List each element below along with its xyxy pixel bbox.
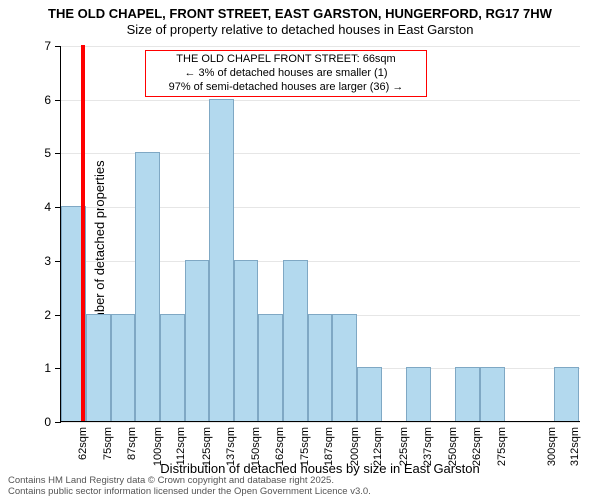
x-tick-label: 87sqm <box>126 427 138 460</box>
y-tick <box>55 153 61 154</box>
y-tick-label: 6 <box>44 93 51 107</box>
y-tick-label: 1 <box>44 361 51 375</box>
gridline <box>61 422 580 423</box>
y-tick-label: 0 <box>44 415 51 429</box>
histogram-bar <box>455 367 480 421</box>
chart-area: 0123456762sqm75sqm87sqm100sqm112sqm125sq… <box>60 46 580 422</box>
y-tick-label: 3 <box>44 254 51 268</box>
gridline <box>61 46 580 47</box>
title-line-1: THE OLD CHAPEL, FRONT STREET, EAST GARST… <box>0 6 600 22</box>
x-tick-label: 62sqm <box>77 427 89 460</box>
y-tick <box>55 207 61 208</box>
y-tick <box>55 46 61 47</box>
histogram-bar <box>234 260 259 421</box>
footer-attribution: Contains HM Land Registry data © Crown c… <box>8 476 371 498</box>
y-tick-label: 7 <box>44 39 51 53</box>
x-axis-label: Distribution of detached houses by size … <box>60 461 580 476</box>
histogram-bar <box>308 314 333 421</box>
chart-title-block: THE OLD CHAPEL, FRONT STREET, EAST GARST… <box>0 0 600 39</box>
histogram-bar <box>332 314 357 421</box>
histogram-bar <box>480 367 505 421</box>
title-line-2: Size of property relative to detached ho… <box>0 22 600 38</box>
annotation-line: THE OLD CHAPEL FRONT STREET: 66sqm <box>152 53 420 67</box>
x-tick-label: 75sqm <box>102 427 114 460</box>
annotation-line: 97% of semi-detached houses are larger (… <box>152 81 420 95</box>
histogram-bar <box>357 367 382 421</box>
histogram-bar <box>283 260 308 421</box>
x-tick-label: 112sqm <box>175 427 187 465</box>
y-tick <box>55 422 61 423</box>
y-tick-label: 5 <box>44 146 51 160</box>
highlight-marker <box>81 45 85 421</box>
y-tick <box>55 368 61 369</box>
y-tick <box>55 315 61 316</box>
y-tick-label: 2 <box>44 308 51 322</box>
histogram-bar <box>86 314 111 421</box>
histogram-bar <box>554 367 579 421</box>
y-tick <box>55 100 61 101</box>
histogram-bar <box>406 367 431 421</box>
histogram-bar <box>209 99 234 421</box>
annotation-box: THE OLD CHAPEL FRONT STREET: 66sqm← 3% o… <box>145 50 427 97</box>
footer-line-2: Contains public sector information licen… <box>8 487 371 498</box>
annotation-line: ← 3% of detached houses are smaller (1) <box>152 67 420 81</box>
y-tick <box>55 261 61 262</box>
y-tick-label: 4 <box>44 200 51 214</box>
histogram-bar <box>111 314 136 421</box>
histogram-bar <box>258 314 283 421</box>
plot-region: 0123456762sqm75sqm87sqm100sqm112sqm125sq… <box>60 46 580 422</box>
histogram-bar <box>135 152 160 421</box>
histogram-bar <box>185 260 210 421</box>
gridline <box>61 100 580 101</box>
histogram-bar <box>160 314 185 421</box>
